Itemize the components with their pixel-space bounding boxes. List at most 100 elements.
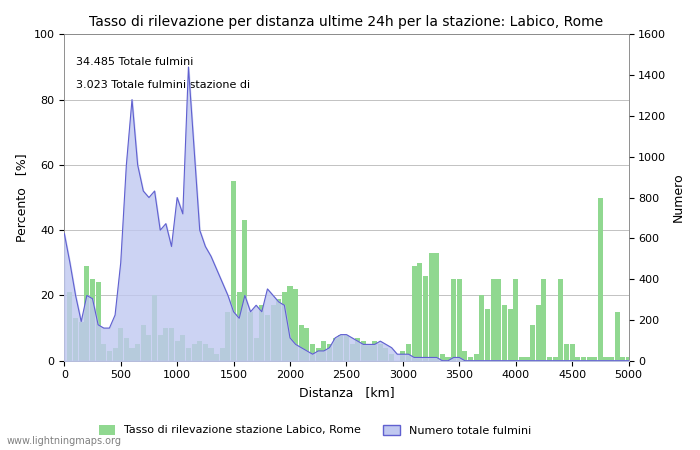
Bar — [355, 338, 360, 361]
Bar — [508, 309, 512, 361]
Bar — [434, 253, 440, 361]
Bar — [141, 325, 146, 361]
Bar — [417, 263, 422, 361]
Bar — [135, 344, 140, 361]
Y-axis label: Numero: Numero — [672, 173, 685, 222]
Bar — [113, 348, 118, 361]
Bar — [270, 305, 276, 361]
Bar — [338, 335, 343, 361]
Bar — [321, 341, 326, 361]
Bar — [389, 354, 394, 361]
Bar — [276, 299, 281, 361]
Bar — [603, 357, 608, 361]
Bar — [406, 344, 411, 361]
Bar — [327, 344, 332, 361]
Bar — [592, 357, 597, 361]
Bar — [570, 344, 575, 361]
Bar — [67, 292, 73, 361]
Bar — [428, 253, 433, 361]
Bar — [237, 292, 242, 361]
Bar — [265, 315, 270, 361]
Bar — [310, 344, 315, 361]
Bar — [186, 348, 191, 361]
Bar — [502, 305, 507, 361]
Bar — [468, 357, 473, 361]
Bar — [146, 335, 151, 361]
Text: 34.485 Totale fulmini: 34.485 Totale fulmini — [76, 57, 193, 67]
Bar — [299, 325, 304, 361]
Bar — [225, 312, 230, 361]
Bar — [587, 357, 592, 361]
Bar — [400, 351, 405, 361]
Bar — [316, 348, 321, 361]
Bar — [513, 279, 518, 361]
Bar — [107, 351, 112, 361]
Bar — [304, 328, 309, 361]
Bar — [457, 279, 462, 361]
Bar — [169, 328, 174, 361]
Bar — [192, 344, 197, 361]
Bar — [519, 357, 524, 361]
Bar — [485, 309, 490, 361]
Bar — [174, 341, 180, 361]
Bar — [559, 279, 564, 361]
Bar — [564, 344, 569, 361]
Bar — [541, 279, 547, 361]
Bar — [530, 325, 536, 361]
Bar — [367, 344, 372, 361]
Bar — [259, 305, 265, 361]
Bar — [547, 357, 552, 361]
Bar — [620, 357, 626, 361]
Bar — [344, 335, 349, 361]
Bar — [214, 354, 219, 361]
Bar — [553, 357, 558, 361]
Bar — [451, 279, 456, 361]
Bar — [180, 335, 186, 361]
Bar — [96, 283, 101, 361]
Bar — [84, 266, 90, 361]
Bar — [253, 338, 259, 361]
Bar — [496, 279, 501, 361]
Bar — [209, 348, 214, 361]
Bar — [288, 286, 293, 361]
Bar — [598, 198, 603, 361]
Bar — [231, 181, 236, 361]
X-axis label: Distanza   [km]: Distanza [km] — [299, 386, 394, 399]
Text: www.lightningmaps.org: www.lightningmaps.org — [7, 436, 122, 446]
Bar — [581, 357, 586, 361]
Bar — [372, 341, 377, 361]
Bar — [158, 335, 163, 361]
Y-axis label: Percento   [%]: Percento [%] — [15, 153, 28, 242]
Bar — [626, 357, 631, 361]
Bar — [423, 276, 428, 361]
Bar — [248, 312, 253, 361]
Bar — [524, 357, 530, 361]
Bar — [332, 338, 337, 361]
Bar — [575, 357, 580, 361]
Bar — [118, 328, 123, 361]
Text: 3.023 Totale fulmini stazione di: 3.023 Totale fulmini stazione di — [76, 80, 250, 90]
Bar — [412, 266, 416, 361]
Bar — [384, 348, 388, 361]
Bar — [90, 279, 95, 361]
Bar — [163, 328, 169, 361]
Bar — [152, 296, 157, 361]
Legend: Tasso di rilevazione stazione Labico, Rome, Numero totale fulmini: Tasso di rilevazione stazione Labico, Ro… — [94, 420, 536, 440]
Bar — [536, 305, 541, 361]
Bar — [615, 312, 620, 361]
Bar — [360, 341, 366, 361]
Bar — [378, 344, 383, 361]
Bar — [463, 351, 468, 361]
Bar — [491, 279, 496, 361]
Bar — [440, 354, 445, 361]
Bar — [242, 220, 247, 361]
Bar — [102, 344, 106, 361]
Bar — [124, 338, 129, 361]
Bar — [130, 348, 134, 361]
Bar — [73, 318, 78, 361]
Title: Tasso di rilevazione per distanza ultime 24h per la stazione: Labico, Rome: Tasso di rilevazione per distanza ultime… — [90, 15, 603, 29]
Bar — [282, 292, 287, 361]
Bar — [445, 357, 451, 361]
Bar — [197, 341, 202, 361]
Bar — [474, 354, 479, 361]
